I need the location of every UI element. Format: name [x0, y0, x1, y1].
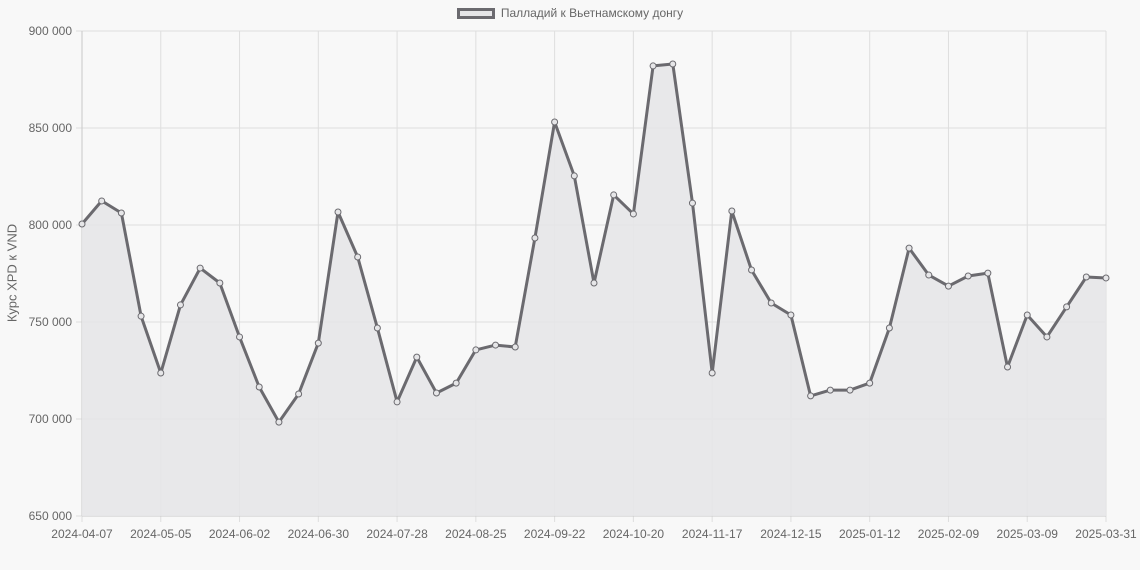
data-point[interactable]	[176, 301, 184, 309]
data-point[interactable]	[1043, 333, 1051, 341]
data-point[interactable]	[944, 282, 952, 290]
y-tick-label: 850 000	[29, 121, 73, 135]
data-point[interactable]	[354, 253, 362, 261]
chart-legend[interactable]: Палладий к Вьетнамскому донгу	[0, 6, 1140, 20]
data-point[interactable]	[137, 312, 145, 320]
y-tick-label: 900 000	[29, 24, 73, 38]
x-tick-label: 2025-03-09	[997, 527, 1059, 541]
data-point[interactable]	[216, 279, 224, 287]
x-tick-label: 2025-03-31	[1075, 527, 1137, 541]
data-point[interactable]	[1063, 303, 1071, 311]
data-point[interactable]	[728, 207, 736, 215]
data-point[interactable]	[629, 210, 637, 218]
x-tick-label: 2024-06-30	[288, 527, 350, 541]
data-point[interactable]	[98, 197, 106, 205]
y-axis-ticks: 650 000 700 000 750 000 800 000 850 000 900 0…	[29, 24, 73, 523]
data-point[interactable]	[905, 244, 913, 252]
data-point[interactable]	[570, 172, 578, 180]
data-point[interactable]	[117, 209, 125, 217]
data-point[interactable]	[295, 390, 303, 398]
data-point[interactable]	[826, 386, 834, 394]
data-point[interactable]	[314, 339, 322, 347]
y-tick-label: 700 000	[29, 412, 73, 426]
legend-swatch-icon	[456, 7, 495, 19]
data-point[interactable]	[590, 279, 598, 287]
data-point[interactable]	[708, 369, 716, 377]
data-point[interactable]	[452, 379, 460, 387]
data-point[interactable]	[393, 398, 401, 406]
data-point[interactable]	[885, 324, 893, 332]
data-point[interactable]	[1082, 273, 1090, 281]
data-point[interactable]	[531, 234, 539, 242]
data-point[interactable]	[1004, 363, 1012, 371]
data-point[interactable]	[551, 118, 559, 126]
data-point[interactable]	[787, 311, 795, 319]
x-tick-label: 2024-10-20	[603, 527, 665, 541]
y-tick-label: 750 000	[29, 315, 73, 329]
x-tick-label: 2025-01-12	[839, 527, 901, 541]
data-point[interactable]	[688, 199, 696, 207]
x-axis-ticks: 2024-04-07 2024-05-05 2024-06-02 2024-06-30…	[51, 527, 1137, 541]
y-tick-label: 800 000	[29, 218, 73, 232]
x-tick-label: 2024-07-28	[366, 527, 428, 541]
data-point[interactable]	[413, 353, 421, 361]
data-point[interactable]	[767, 299, 775, 307]
x-tick-label: 2024-09-22	[524, 527, 586, 541]
x-tick-label: 2024-05-05	[130, 527, 192, 541]
data-point[interactable]	[255, 383, 263, 391]
x-tick-label: 2024-04-07	[51, 527, 113, 541]
data-point[interactable]	[846, 386, 854, 394]
data-point[interactable]	[78, 220, 86, 228]
data-point[interactable]	[472, 346, 480, 354]
data-point[interactable]	[432, 389, 440, 397]
legend-label: Палладий к Вьетнамскому донгу	[500, 6, 684, 20]
data-point[interactable]	[649, 62, 657, 70]
x-tick-label: 2024-12-15	[760, 527, 822, 541]
data-point[interactable]	[925, 271, 933, 279]
data-point[interactable]	[157, 369, 165, 377]
data-point[interactable]	[196, 264, 204, 272]
data-point[interactable]	[492, 341, 500, 349]
data-point[interactable]	[334, 208, 342, 216]
data-point[interactable]	[236, 333, 244, 341]
data-point[interactable]	[807, 392, 815, 400]
data-points[interactable]	[78, 60, 1110, 426]
data-point[interactable]	[748, 266, 756, 274]
x-tick-label: 2024-11-17	[682, 527, 743, 541]
data-point[interactable]	[866, 379, 874, 387]
data-point[interactable]	[275, 418, 283, 426]
data-point[interactable]	[669, 60, 677, 68]
y-tick-label: 650 000	[29, 509, 73, 523]
x-tick-label: 2024-06-02	[209, 527, 271, 541]
x-tick-label: 2024-08-25	[445, 527, 507, 541]
data-point[interactable]	[610, 191, 618, 199]
area-fill	[82, 64, 1106, 516]
data-point[interactable]	[984, 269, 992, 277]
x-tick-label: 2025-02-09	[918, 527, 980, 541]
data-point[interactable]	[1023, 311, 1031, 319]
data-point[interactable]	[373, 324, 381, 332]
data-point[interactable]	[1102, 274, 1110, 282]
data-point[interactable]	[964, 272, 972, 280]
data-point[interactable]	[511, 343, 519, 351]
